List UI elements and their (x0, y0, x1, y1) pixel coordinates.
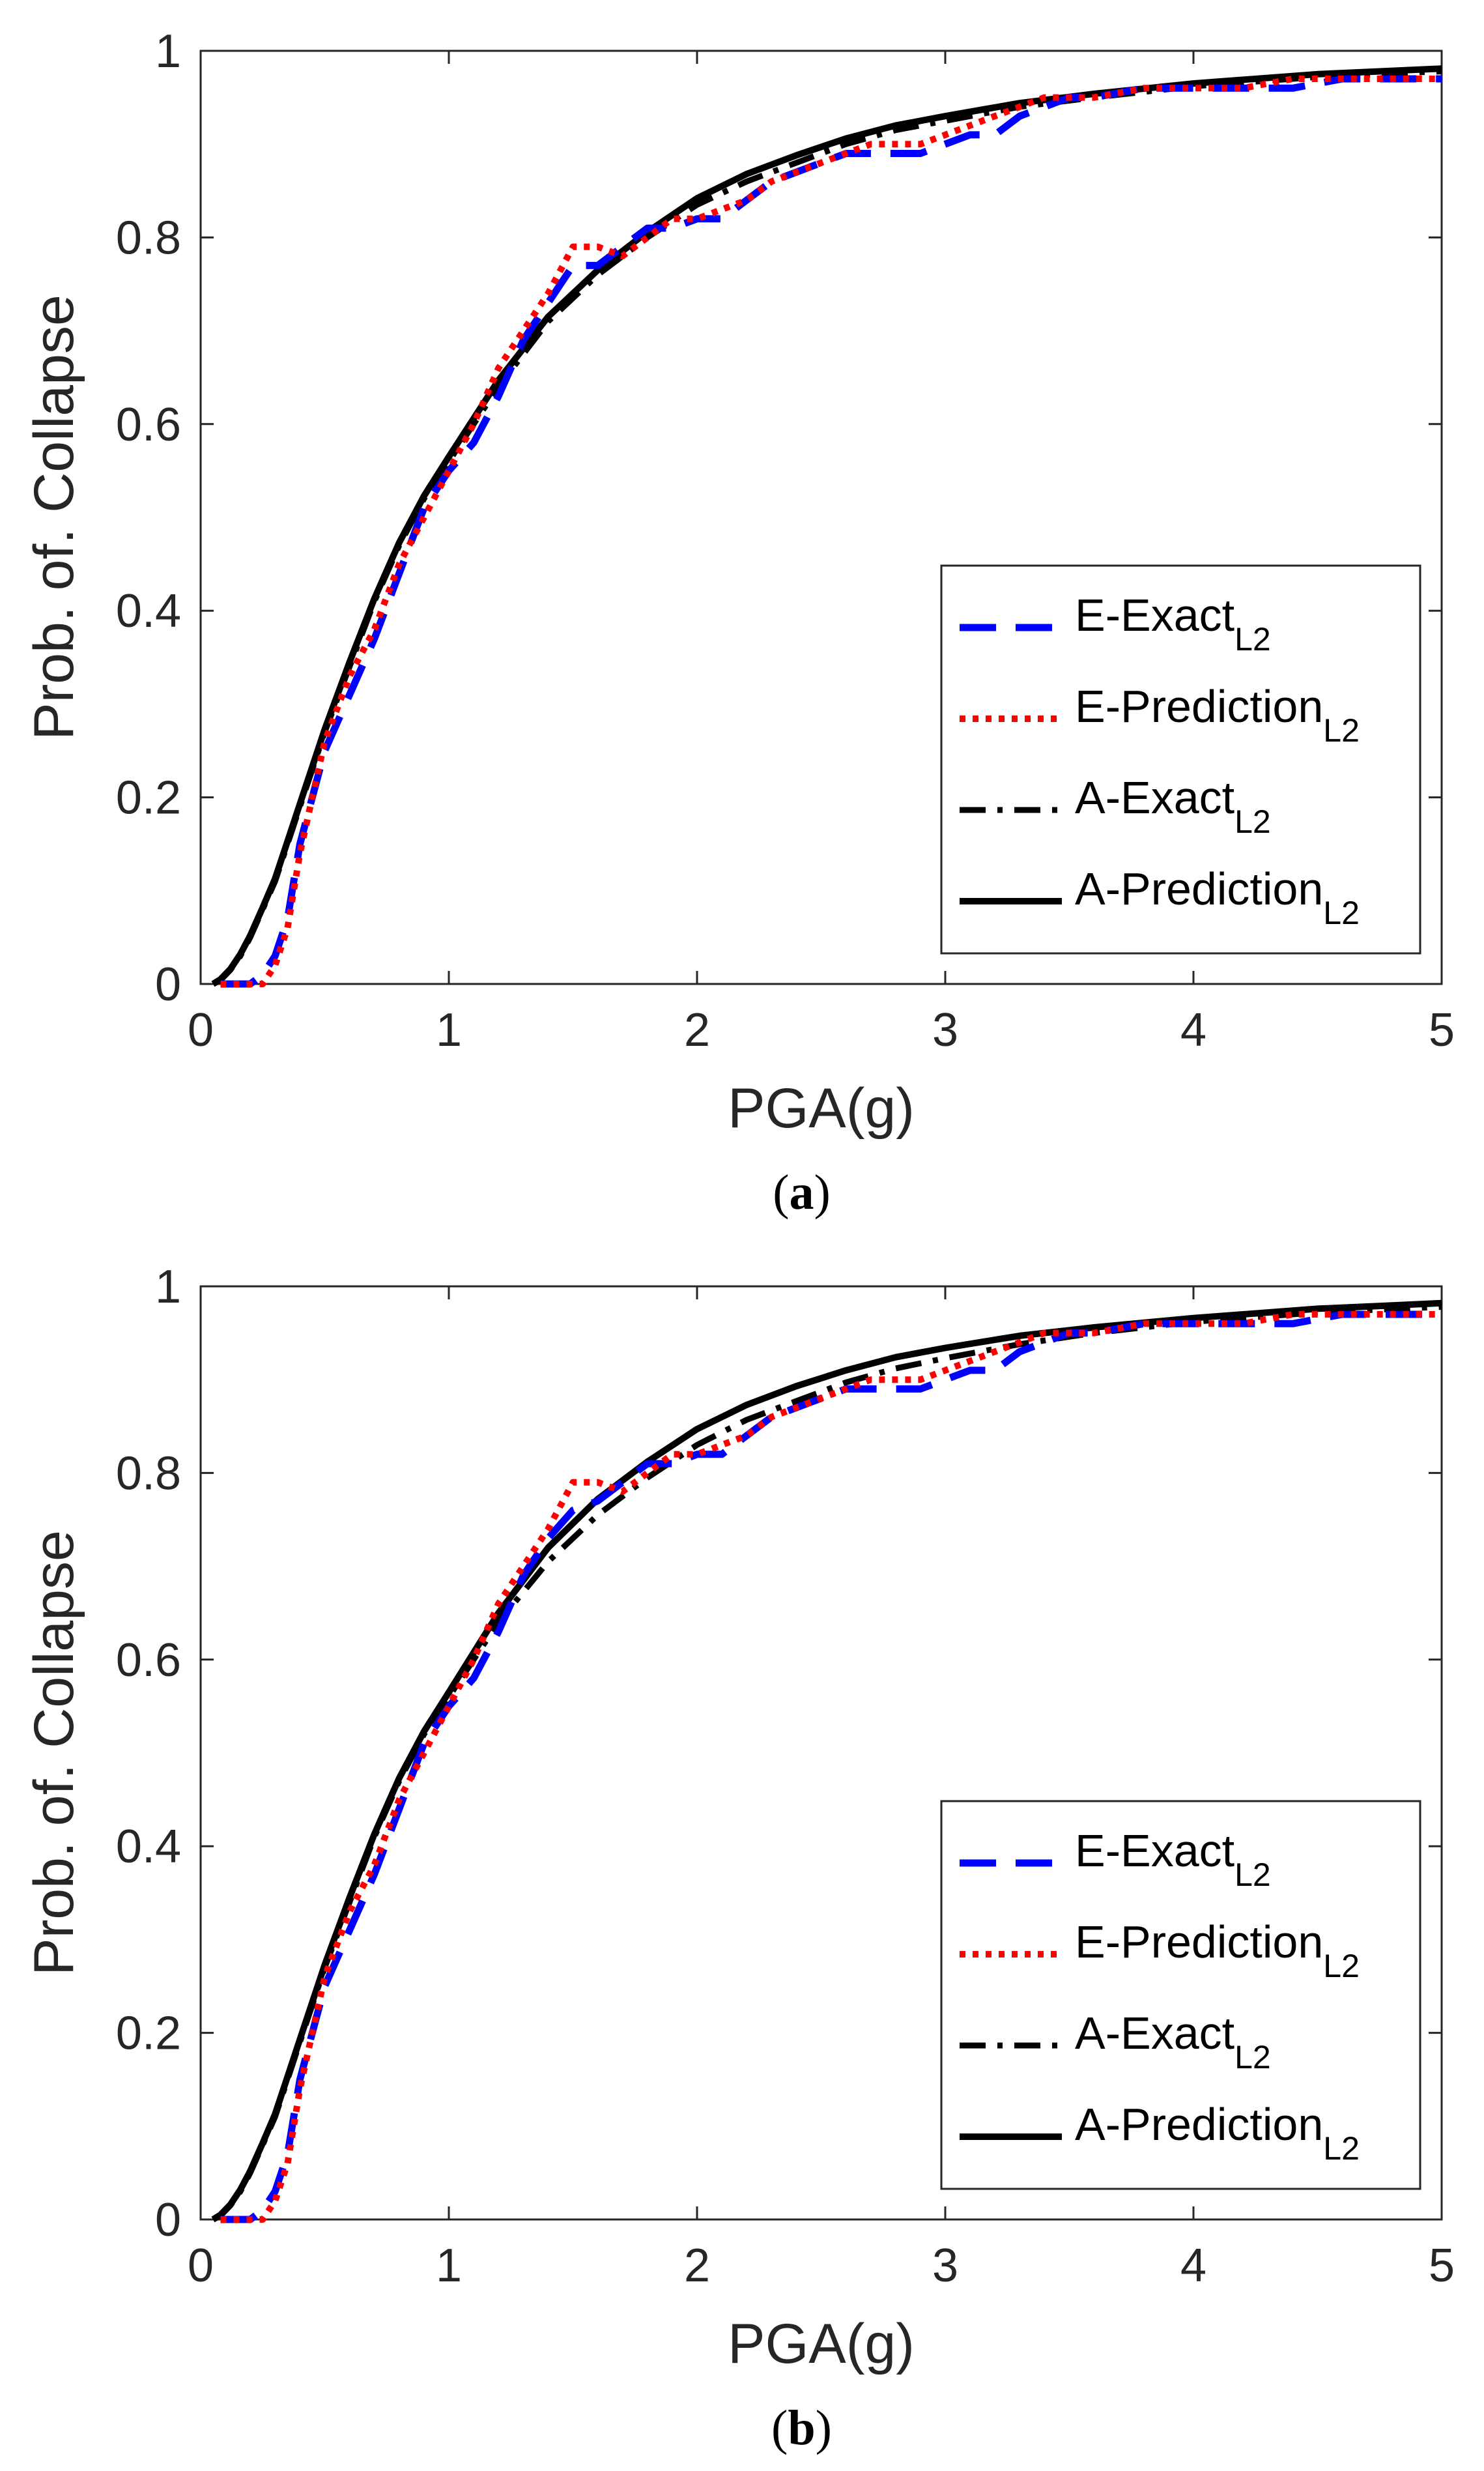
x-axis-label: PGA(g) (728, 2313, 915, 2375)
series-line-a-exact (212, 68, 1442, 987)
x-tick-label: 5 (1429, 1004, 1455, 1056)
legend-label: A-Prediction (1075, 863, 1323, 914)
y-tick-label: 1 (155, 1261, 181, 1313)
series-line-e-exact (220, 75, 1442, 988)
y-tick-label: 0 (155, 2194, 181, 2246)
panel-label-close: ) (816, 2401, 832, 2455)
panel-label-letter: b (788, 2401, 815, 2455)
y-tick-label: 0.4 (116, 1821, 181, 1873)
y-tick-label: 0.2 (116, 2008, 181, 2060)
panel-label-close: ) (814, 1165, 831, 1220)
legend-entry: E-PredictionL2 (1075, 1916, 1360, 1984)
chart-b-svg: 0 1 2 3 4 5 0 0.2 0.4 0.6 0.8 1 PGA(g) Prob. of. Coll… (23, 1261, 1455, 2455)
legend-entry: E-ExactL2 (1075, 590, 1271, 657)
x-tick-label: 5 (1429, 2240, 1455, 2292)
x-tick-label: 2 (684, 1004, 710, 1056)
y-axis-label: Prob. of. Collapse (23, 295, 85, 740)
y-axis-label: Prob. of. Collapse (23, 1530, 85, 1976)
x-tick-label: 3 (932, 1004, 958, 1056)
legend-label: E-Prediction (1075, 1916, 1323, 1967)
legend-entry: A-PredictionL2 (1075, 2099, 1360, 2167)
legend-label-subscript: L2 (1234, 803, 1271, 840)
legend-label-subscript: L2 (1323, 1948, 1360, 1984)
y-tick-label: 0.6 (116, 1634, 181, 1686)
x-tick-label: 1 (436, 1004, 462, 1056)
chart-panel-a: 0 1 2 3 4 5 0 0.2 0.4 0.6 0.8 1 PGA(g) Prob. of. Coll… (23, 25, 1455, 1220)
y-tick-label: 0.8 (116, 212, 181, 264)
x-tick-label: 0 (188, 2240, 214, 2292)
x-tick-label: 2 (684, 2240, 710, 2292)
legend-entry: A-PredictionL2 (1075, 863, 1360, 931)
legend-label: A-Prediction (1075, 2099, 1323, 2150)
y-tick-label: 0.8 (116, 1447, 181, 1499)
x-tick-label: 3 (932, 2240, 958, 2292)
y-tick-label: 0.4 (116, 585, 181, 637)
legend-label-subscript: L2 (1234, 2039, 1271, 2075)
panel-label: (a) (773, 1165, 831, 1220)
legend-label: A-Exact (1075, 2008, 1234, 2059)
x-tick-label: 4 (1180, 1004, 1206, 1056)
legend-label-subscript: L2 (1234, 621, 1271, 657)
legend-label: E-Prediction (1075, 681, 1323, 732)
x-tick-label: 1 (436, 2240, 462, 2292)
x-axis-label: PGA(g) (728, 1077, 915, 1140)
x-tick-label: 4 (1180, 2240, 1206, 2292)
chart-panel-b: 0 1 2 3 4 5 0 0.2 0.4 0.6 0.8 1 PGA(g) Prob. of. Coll… (0, 1236, 1484, 2471)
panel-label-letter: a (790, 1165, 814, 1220)
legend-label-subscript: L2 (1323, 2130, 1360, 2167)
chart-a-svg: 0 1 2 3 4 5 0 0.2 0.4 0.6 0.8 1 PGA(g) Prob. of. Coll… (23, 25, 1455, 1220)
series-line-e-exact (220, 1310, 1442, 2223)
legend-label-subscript: L2 (1234, 1857, 1271, 1893)
legend-entry: E-ExactL2 (1075, 1825, 1271, 1893)
series-line-e-prediction (220, 76, 1442, 987)
y-tick-label: 0.2 (116, 772, 181, 824)
series-line-a-prediction (211, 65, 1442, 987)
legend-label: E-Exact (1075, 590, 1234, 641)
legend-label: A-Exact (1075, 772, 1234, 823)
y-tick-label: 0.6 (116, 399, 181, 451)
legend-entry: A-ExactL2 (1075, 2008, 1271, 2075)
y-tick-label: 1 (155, 25, 181, 78)
x-tick-label: 0 (188, 1004, 214, 1056)
panel-label: (b) (771, 2401, 832, 2455)
legend-entry: A-ExactL2 (1075, 772, 1271, 840)
series-line-a-exact (212, 1304, 1442, 2223)
legend-label-subscript: L2 (1323, 712, 1360, 749)
y-tick-label: 0 (155, 959, 181, 1011)
legend-label-subscript: L2 (1323, 895, 1360, 931)
legend-entry: E-PredictionL2 (1075, 681, 1360, 749)
series-line-e-prediction (220, 1311, 1442, 2223)
panel-label-open: ( (773, 1165, 789, 1220)
legend-label: E-Exact (1075, 1825, 1234, 1876)
panel-label-open: ( (771, 2401, 788, 2455)
